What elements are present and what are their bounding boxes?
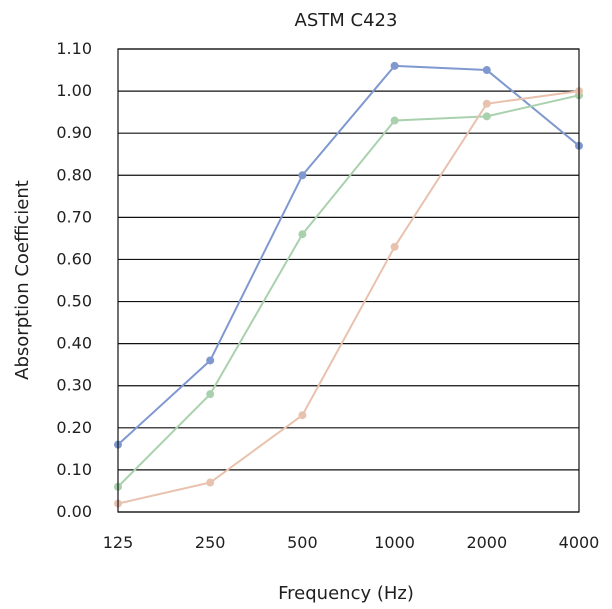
x-tick-label: 500	[287, 533, 318, 552]
y-tick-label: 0.70	[56, 207, 92, 226]
data-point-series-1-4	[390, 61, 399, 70]
data-point-series-2-3	[298, 230, 307, 239]
chart-title: ASTM C423	[295, 10, 398, 31]
x-axis-label: Frequency (Hz)	[278, 583, 414, 604]
x-tick-label: 250	[195, 533, 226, 552]
x-tick-label: 1000	[374, 533, 415, 552]
y-axis-label: Absorption Coefficient	[12, 180, 33, 380]
y-tick-label: 0.50	[56, 292, 92, 311]
y-tick-label: 0.80	[56, 165, 92, 184]
y-tick-label: 1.00	[56, 81, 92, 100]
x-tick-label: 2000	[466, 533, 507, 552]
data-point-series-3-4	[390, 242, 399, 251]
y-tick-label: 0.10	[56, 460, 92, 479]
series-layer	[114, 61, 583, 508]
x-tick-label: 4000	[559, 533, 600, 552]
series-line-2	[117, 94, 580, 488]
data-point-series-2-4	[390, 116, 399, 125]
y-tick-label: 0.40	[56, 334, 92, 353]
y-tick-label: 0.30	[56, 376, 92, 395]
data-point-series-3-3	[298, 411, 307, 420]
y-tick-label: 0.00	[56, 502, 92, 521]
data-point-series-2-5	[482, 112, 491, 121]
x-axis-tick-labels: 125 250 500 1000 2000 4000	[103, 533, 600, 552]
grid-layer	[118, 48, 579, 513]
y-tick-label: 0.60	[56, 249, 92, 268]
series-line-1	[117, 64, 580, 446]
y-tick-label: 1.10	[56, 39, 92, 58]
data-point-series-2-2	[206, 390, 215, 399]
y-tick-label: 0.90	[56, 123, 92, 142]
data-point-series-1-5	[482, 66, 491, 75]
series-line-3	[117, 90, 580, 505]
x-tick-label: 125	[103, 533, 134, 552]
data-point-series-1-3	[298, 171, 307, 180]
y-tick-label: 0.20	[56, 418, 92, 437]
data-point-series-3-2	[206, 478, 215, 487]
data-point-series-1-2	[206, 356, 215, 365]
data-point-series-3-5	[482, 99, 491, 108]
plot-frame	[117, 48, 580, 513]
y-axis-tick-labels: 0.00 0.10 0.20 0.30 0.40 0.50 0.60 0.70 0.80 0.90…	[56, 39, 92, 521]
